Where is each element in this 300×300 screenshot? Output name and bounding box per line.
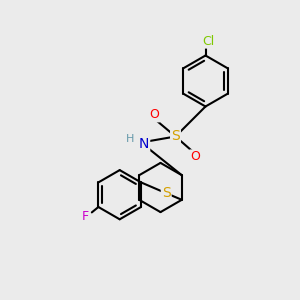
Text: O: O [150, 108, 159, 122]
Text: O: O [190, 150, 200, 164]
Text: S: S [171, 130, 180, 143]
Text: Cl: Cl [202, 34, 214, 48]
Text: N: N [139, 137, 149, 151]
Text: S: S [162, 186, 171, 200]
Text: F: F [82, 209, 89, 223]
Text: H: H [125, 134, 134, 144]
